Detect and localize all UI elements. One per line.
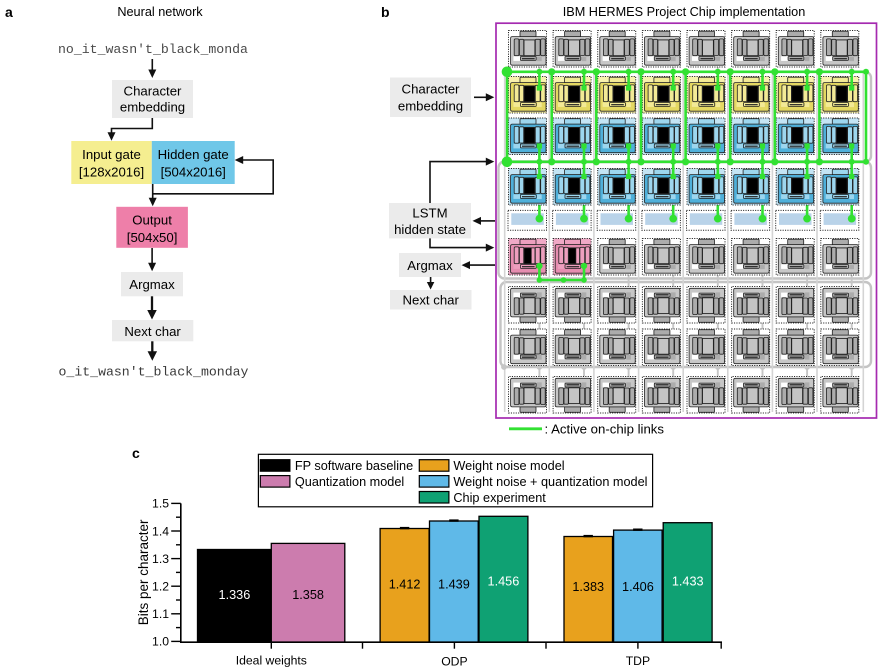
- svg-text:: Active on-chip links: : Active on-chip links: [545, 421, 665, 436]
- svg-text:o_it_wasn't_black_monday: o_it_wasn't_black_monday: [59, 365, 249, 380]
- svg-text:Next char: Next char: [402, 293, 459, 308]
- svg-text:1.336: 1.336: [219, 588, 251, 602]
- svg-text:1.406: 1.406: [622, 580, 654, 594]
- svg-text:no_it_wasn't_black_monda: no_it_wasn't_black_monda: [58, 42, 248, 57]
- svg-text:Weight noise model: Weight noise model: [453, 459, 564, 473]
- svg-text:Quantization model: Quantization model: [295, 475, 404, 489]
- svg-text:Chip experiment: Chip experiment: [453, 491, 546, 505]
- svg-text:Argmax: Argmax: [407, 258, 453, 273]
- svg-text:Neural network: Neural network: [117, 5, 203, 19]
- svg-text:1.4: 1.4: [152, 524, 169, 538]
- svg-text:Character: Character: [124, 84, 183, 99]
- svg-text:Output: Output: [132, 213, 172, 228]
- svg-text:hidden state: hidden state: [394, 222, 466, 237]
- svg-text:1.412: 1.412: [389, 578, 421, 592]
- svg-text:LSTM: LSTM: [412, 206, 447, 221]
- svg-text:1.1: 1.1: [152, 607, 169, 621]
- svg-text:[504x50]: [504x50]: [127, 230, 178, 245]
- svg-text:Bits per character: Bits per character: [136, 519, 151, 625]
- svg-text:TDP: TDP: [626, 654, 650, 668]
- svg-text:Next char: Next char: [124, 324, 181, 339]
- svg-text:a: a: [5, 4, 13, 20]
- svg-text:Character: Character: [402, 82, 461, 97]
- svg-text:1.433: 1.433: [672, 575, 704, 589]
- svg-text:embedding: embedding: [120, 100, 185, 115]
- svg-text:1.0: 1.0: [152, 635, 169, 649]
- svg-text:Weight noise + quantization mo: Weight noise + quantization model: [453, 475, 647, 489]
- svg-text:1.456: 1.456: [488, 575, 520, 589]
- svg-text:Ideal weights: Ideal weights: [236, 654, 307, 668]
- svg-text:Argmax: Argmax: [129, 277, 175, 292]
- svg-text:Input gate: Input gate: [82, 147, 141, 162]
- svg-text:1.358: 1.358: [292, 588, 324, 602]
- svg-text:embedding: embedding: [398, 99, 463, 114]
- svg-text:1.439: 1.439: [438, 578, 470, 592]
- svg-text:c: c: [132, 445, 140, 461]
- svg-text:[504x2016]: [504x2016]: [161, 165, 226, 180]
- svg-text:b: b: [381, 4, 390, 20]
- svg-text:1.3: 1.3: [152, 552, 169, 566]
- svg-text:FP software baseline: FP software baseline: [295, 459, 413, 473]
- svg-text:1.5: 1.5: [152, 497, 169, 511]
- svg-text:[128x2016]: [128x2016]: [79, 165, 144, 180]
- svg-text:1.2: 1.2: [152, 580, 169, 594]
- svg-text:Hidden gate: Hidden gate: [158, 147, 229, 162]
- svg-text:1.383: 1.383: [572, 580, 604, 594]
- svg-text:ODP: ODP: [441, 655, 467, 669]
- svg-text:IBM HERMES Project Chip implem: IBM HERMES Project Chip implementation: [563, 5, 806, 19]
